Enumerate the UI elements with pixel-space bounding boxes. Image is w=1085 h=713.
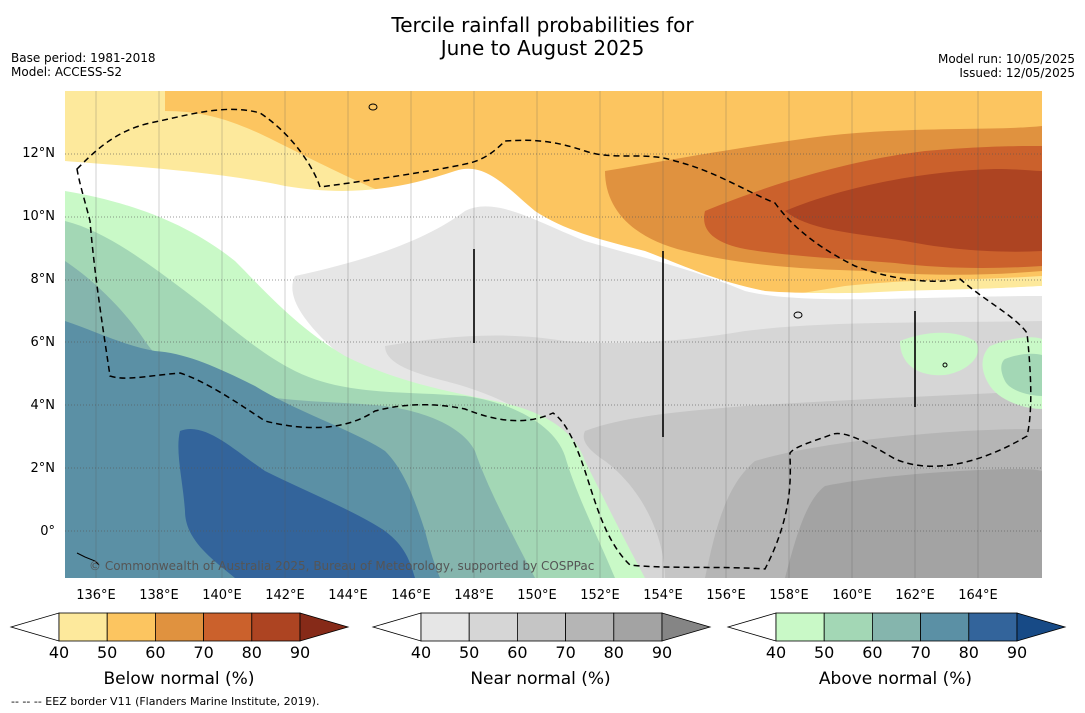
colorbar-tick: 90 — [289, 643, 311, 662]
lon-tick-156e: 156°E — [706, 588, 746, 603]
colorbar-segment — [968, 612, 1018, 642]
grid-lon — [95, 91, 979, 578]
meta-right: Model run: 10/05/2025 Issued: 12/05/2025 — [938, 52, 1075, 80]
copyright-credit: © Commonwealth of Australia 2025, Bureau… — [89, 559, 595, 573]
colorbar-high-extend — [1016, 612, 1067, 642]
lat-tick-12n: 12°N — [22, 146, 55, 161]
lon-tick-142e: 142°E — [265, 588, 305, 603]
colorbar-tick: 90 — [1006, 643, 1028, 662]
above-normal-80-90 — [178, 429, 415, 578]
colorbar-low-extend — [726, 612, 777, 642]
colorbar-tick: 80 — [241, 643, 262, 662]
lat-tick-2n: 2°N — [30, 461, 56, 476]
colorbar-tick: 40 — [410, 643, 432, 662]
above-normal-patch-east-2 — [1001, 353, 1042, 396]
island-3 — [942, 362, 948, 368]
lat-tick-4n: 4°N — [30, 398, 56, 413]
colorbar-segment — [920, 612, 970, 642]
colorbar-near-normal — [371, 612, 712, 642]
colorbar-tick: 50 — [814, 643, 835, 662]
colorbar-high-extend — [661, 612, 712, 642]
colorbar-segment — [565, 612, 615, 642]
colorbar-segment — [251, 612, 301, 642]
lon-tick-144e: 144°E — [328, 588, 368, 603]
lon-tick-150e: 150°E — [517, 588, 557, 603]
colorbar-label-below: Below normal (%) — [103, 669, 255, 689]
colorbar-segment — [613, 612, 663, 642]
colorbar-segment — [517, 612, 567, 642]
map-title: Tercile rainfall probabilities for June … — [0, 14, 1085, 60]
model-name: Model: ACCESS-S2 — [11, 65, 123, 79]
lon-tick-146e: 146°E — [391, 588, 431, 603]
colorbar-high-extend — [299, 612, 350, 642]
colorbar-segment — [203, 612, 253, 642]
island-2 — [793, 311, 803, 319]
colorbar-segment — [154, 612, 204, 642]
colorbar-tick: 80 — [958, 643, 979, 662]
colorbar-tick: 70 — [910, 643, 931, 662]
island-outlines — [76, 103, 948, 566]
title-line-2: June to August 2025 — [440, 36, 645, 60]
colorbar-segment — [872, 612, 922, 642]
colorbar-label-near: Near normal (%) — [470, 669, 611, 689]
colorbar-segment — [106, 612, 156, 642]
colorbar-segment — [58, 612, 108, 642]
lat-tick-6n: 6°N — [30, 335, 56, 350]
colorbar-tick: 80 — [603, 643, 624, 662]
colorbar-low-extend — [371, 612, 422, 642]
colorbar-tick: 70 — [555, 643, 576, 662]
colorbar-tick: 40 — [48, 643, 70, 662]
lat-tick-10n: 10°N — [22, 209, 55, 224]
lon-tick-160e: 160°E — [832, 588, 872, 603]
colorbar-below-normal — [9, 612, 350, 642]
meta-left: Base period: 1981-2018 Model: ACCESS-S2 — [11, 51, 156, 79]
lon-tick-138e: 138°E — [139, 588, 179, 603]
lon-tick-152e: 152°E — [580, 588, 620, 603]
lat-tick-0: 0° — [40, 524, 55, 539]
lon-tick-148e: 148°E — [454, 588, 494, 603]
eez-border-palau — [76, 108, 1032, 570]
lon-tick-154e: 154°E — [643, 588, 683, 603]
colorbar-label-above: Above normal (%) — [818, 669, 973, 689]
grid-lines — [65, 153, 1042, 532]
colorbar-tick: 60 — [145, 643, 166, 662]
colorbar-tick: 90 — [651, 643, 673, 662]
colorbar-segment — [823, 612, 873, 642]
lon-tick-158e: 158°E — [769, 588, 809, 603]
vertical-markers — [473, 249, 916, 437]
issued-date: Issued: 12/05/2025 — [959, 66, 1075, 80]
island-chain-sw — [76, 552, 100, 566]
colorbars — [9, 612, 1067, 642]
lon-tick-140e: 140°E — [202, 588, 242, 603]
lon-tick-136e: 136°E — [76, 588, 116, 603]
colorbar-segment — [775, 612, 825, 642]
near-normal-80-90 — [785, 469, 1042, 578]
lon-tick-164e: 164°E — [958, 588, 998, 603]
colorbar-segment — [468, 612, 518, 642]
colorbar-segment — [420, 612, 470, 642]
lon-tick-162e: 162°E — [895, 588, 935, 603]
title-line-1: Tercile rainfall probabilities for — [391, 13, 694, 37]
colorbar-tick: 60 — [507, 643, 528, 662]
above-normal-patch-mid — [900, 332, 979, 376]
rainfall-map — [65, 91, 1042, 578]
colorbar-tick: 70 — [193, 643, 214, 662]
eez-footnote: -- -- -- EEZ border V11 (Flanders Marine… — [11, 695, 320, 708]
colorbar-tick: 50 — [97, 643, 118, 662]
base-period: Base period: 1981-2018 — [11, 51, 156, 65]
island-1 — [368, 103, 378, 111]
lat-tick-8n: 8°N — [30, 272, 56, 287]
model-run: Model run: 10/05/2025 — [937, 52, 1075, 66]
below-normal-80-90 — [785, 169, 1042, 252]
colorbar-tick: 40 — [765, 643, 787, 662]
colorbar-tick: 50 — [459, 643, 480, 662]
colorbar-tick: 60 — [862, 643, 883, 662]
colorbar-low-extend — [9, 612, 60, 642]
colorbar-above-normal — [726, 612, 1067, 642]
